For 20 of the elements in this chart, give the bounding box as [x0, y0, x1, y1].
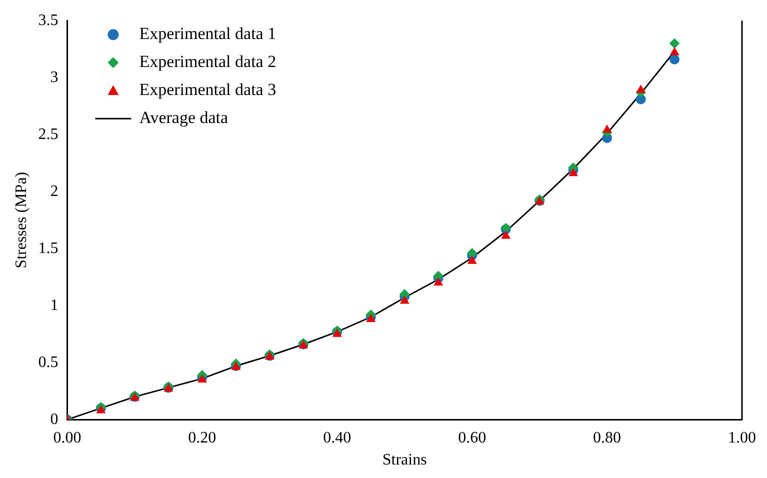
x-tick-label: 0.40: [323, 429, 352, 446]
y-tick-label: 0: [50, 410, 58, 428]
y-tick-label: 1: [50, 296, 58, 314]
y-tick-label: 2: [50, 182, 58, 200]
y-tick-label: 0.5: [38, 354, 58, 371]
legend-label: Experimental data 1: [139, 24, 276, 44]
y-axis-title: Stresses (MPa): [12, 172, 30, 268]
x-tick-label: 0.60: [458, 429, 486, 446]
y-tick-label: 3: [50, 68, 58, 86]
x-axis-title: Strains: [382, 452, 427, 469]
legend-label: Experimental data 2: [139, 52, 276, 72]
x-tick-label: 0.20: [188, 429, 216, 446]
y-tick-label: 2.5: [38, 126, 58, 143]
x-tick-label: 0.00: [53, 429, 82, 446]
legend-label: Experimental data 3: [139, 80, 276, 100]
y-tick-label: 1.5: [38, 240, 58, 257]
y-tick-label: 3.5: [38, 12, 58, 29]
x-tick-label: 1.00: [728, 429, 756, 446]
x-tick-label: 0.80: [593, 429, 622, 446]
legend-label: Average data: [139, 108, 229, 128]
